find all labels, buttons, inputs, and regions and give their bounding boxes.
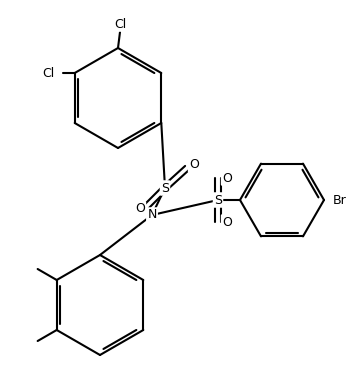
Text: S: S xyxy=(214,194,222,207)
Text: Cl: Cl xyxy=(114,18,126,30)
Text: S: S xyxy=(161,182,169,195)
Text: O: O xyxy=(222,216,232,228)
Text: N: N xyxy=(147,209,157,222)
Text: Br: Br xyxy=(333,194,347,207)
Text: O: O xyxy=(222,171,232,184)
Text: O: O xyxy=(135,202,145,216)
Text: O: O xyxy=(189,159,199,171)
Text: Cl: Cl xyxy=(42,66,55,80)
